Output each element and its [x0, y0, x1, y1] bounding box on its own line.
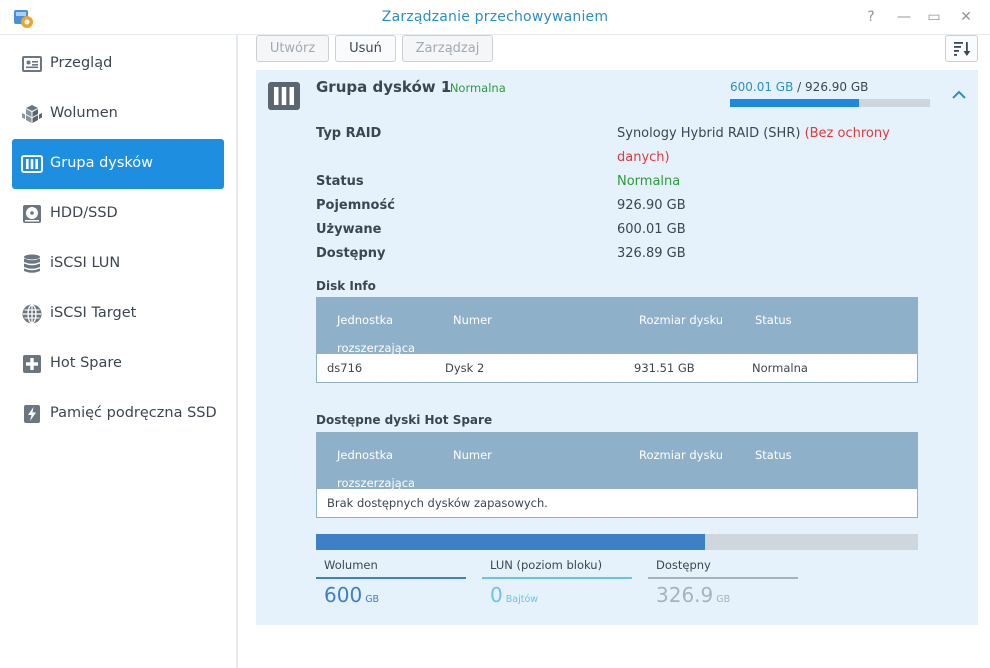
overview-icon: [22, 56, 42, 72]
iscsi-lun-icon: [24, 254, 40, 273]
column-header-status: Status: [755, 448, 792, 462]
legend-volume-label: Wolumen: [324, 558, 378, 572]
close-button[interactable]: ✕: [960, 9, 972, 25]
cell-status: Normalna: [752, 361, 808, 375]
available-value: 326.89 GB: [617, 246, 686, 261]
sidebar-item-iscsi-lun[interactable]: iSCSI LUN: [12, 239, 224, 289]
legend-available-line: [648, 577, 798, 579]
usage-bar-volume-fill: [316, 534, 706, 550]
sidebar-item-label: HDD/SSD: [50, 205, 118, 221]
sidebar-item-ssd-cache[interactable]: Pamięć podręczna SSD: [12, 389, 224, 439]
capacity-bar-fill: [730, 99, 860, 107]
sidebar-item-disk-group[interactable]: Grupa dysków: [12, 139, 224, 189]
sidebar-item-hdd-ssd[interactable]: HDD/SSD: [12, 189, 224, 239]
column-header-size: Rozmiar dysku: [639, 313, 724, 327]
legend-volume: Wolumen 600 GB: [316, 558, 466, 608]
column-header-status: Status: [755, 313, 792, 327]
legend-lun-line: [482, 577, 632, 579]
remove-button[interactable]: Usuń: [335, 35, 396, 62]
title-bar: Zarządzanie przechowywaniem ? — ▭ ✕: [0, 0, 990, 35]
column-header-number: Numer: [453, 448, 492, 462]
column-header-number: Numer: [453, 313, 492, 327]
hot-spare-title: Dostępne dyski Hot Spare: [316, 413, 493, 427]
disk-group-panel: Grupa dysków 1 - Normalna 600.01 GB / 92…: [256, 70, 978, 625]
cell-number: Dysk 2: [445, 361, 485, 375]
sort-button[interactable]: [945, 35, 978, 62]
legend-lun: LUN (poziom bloku) 0 Bajtów: [482, 558, 632, 608]
sidebar-item-label: Grupa dysków: [50, 155, 154, 171]
legend-available-label: Dostępny: [656, 558, 711, 572]
disk-group-title: Grupa dysków 1: [316, 78, 452, 96]
legend-available-value: 326.9 GB: [656, 583, 731, 607]
column-header-size: Rozmiar dysku: [639, 448, 724, 462]
used-value: 600.01 GB: [617, 222, 686, 237]
raid-type-label: Typ RAID: [316, 126, 382, 141]
help-button[interactable]: ?: [867, 9, 875, 25]
window-title: Zarządzanie przechowywaniem: [381, 9, 609, 25]
chevron-up-icon[interactable]: [950, 86, 968, 104]
disk-group-icon: [268, 82, 300, 110]
hot-spare-table: Jednostka rozszerzająca Numer Rozmiar dy…: [316, 432, 918, 518]
storage-manager-app-icon: [14, 10, 33, 28]
sidebar-item-overview[interactable]: Przegląd: [12, 39, 224, 89]
maximize-button[interactable]: ▭: [927, 9, 941, 25]
table-row[interactable]: ds716 Dysk 2 931.51 GB Normalna: [317, 354, 917, 382]
sidebar-item-volume[interactable]: Wolumen: [12, 89, 224, 139]
sidebar-item-iscsi-target[interactable]: iSCSI Target: [12, 289, 224, 339]
sidebar-item-label: Hot Spare: [50, 355, 122, 371]
sort-icon: [954, 42, 971, 56]
disk-group-icon: [21, 155, 43, 173]
create-button[interactable]: Utwórz: [256, 35, 329, 62]
capacity-value: 926.90 GB: [617, 198, 686, 213]
disk-info-table: Jednostka rozszerzająca Numer Rozmiar dy…: [316, 297, 918, 383]
ssd-cache-icon: [24, 405, 40, 423]
hdd-icon: [23, 205, 41, 223]
status-label: Status: [316, 174, 364, 189]
legend-lun-label: LUN (poziom bloku): [490, 558, 603, 572]
column-header-unit: Jednostka rozszerzająca: [337, 313, 416, 355]
cell-unit: ds716: [327, 361, 363, 375]
sidebar: Przegląd Wolumen Grupa dysków HDD/S: [0, 35, 238, 668]
table-header: Jednostka rozszerzająca Numer Rozmiar dy…: [317, 433, 917, 490]
available-label: Dostępny: [316, 246, 386, 261]
empty-message: Brak dostępnych dysków zapasowych.: [327, 496, 548, 510]
sidebar-item-label: iSCSI LUN: [50, 255, 121, 271]
cell-size: 931.51 GB: [634, 361, 695, 375]
iscsi-target-icon: [22, 304, 42, 324]
legend-lun-value: 0 Bajtów: [490, 583, 539, 607]
volume-icon: [22, 105, 42, 123]
used-label: Używane: [316, 222, 382, 237]
capacity-bar: [730, 99, 930, 107]
hot-spare-icon: [23, 355, 41, 373]
raid-type-value: Synology Hybrid RAID (SHR) (Bez ochrony: [617, 126, 890, 141]
disk-group-status: - Normalna: [442, 81, 506, 95]
disk-info-title: Disk Info: [316, 279, 376, 293]
status-value: Normalna: [617, 174, 681, 189]
legend-volume-line: [316, 577, 466, 579]
manage-button[interactable]: Zarządzaj: [402, 35, 493, 62]
legend-available: Dostępny 326.9 GB: [648, 558, 798, 608]
sidebar-item-label: Wolumen: [50, 105, 118, 121]
table-header: Jednostka rozszerzająca Numer Rozmiar dy…: [317, 298, 917, 355]
minimize-button[interactable]: —: [897, 9, 911, 25]
sidebar-item-label: Pamięć podręczna SSD: [50, 405, 217, 421]
capacity-summary: 600.01 GB / 926.90 GB: [730, 80, 869, 94]
usage-bar: [316, 534, 918, 550]
capacity-label: Pojemność: [316, 198, 395, 213]
sidebar-item-label: iSCSI Target: [50, 305, 137, 321]
column-header-unit: Jednostka rozszerzająca: [337, 448, 416, 490]
sidebar-item-label: Przegląd: [50, 55, 113, 71]
raid-type-note: danych): [617, 150, 670, 165]
sidebar-item-hot-spare[interactable]: Hot Spare: [12, 339, 224, 389]
empty-table-row: Brak dostępnych dysków zapasowych.: [317, 489, 917, 517]
legend-volume-value: 600 GB: [324, 583, 380, 607]
